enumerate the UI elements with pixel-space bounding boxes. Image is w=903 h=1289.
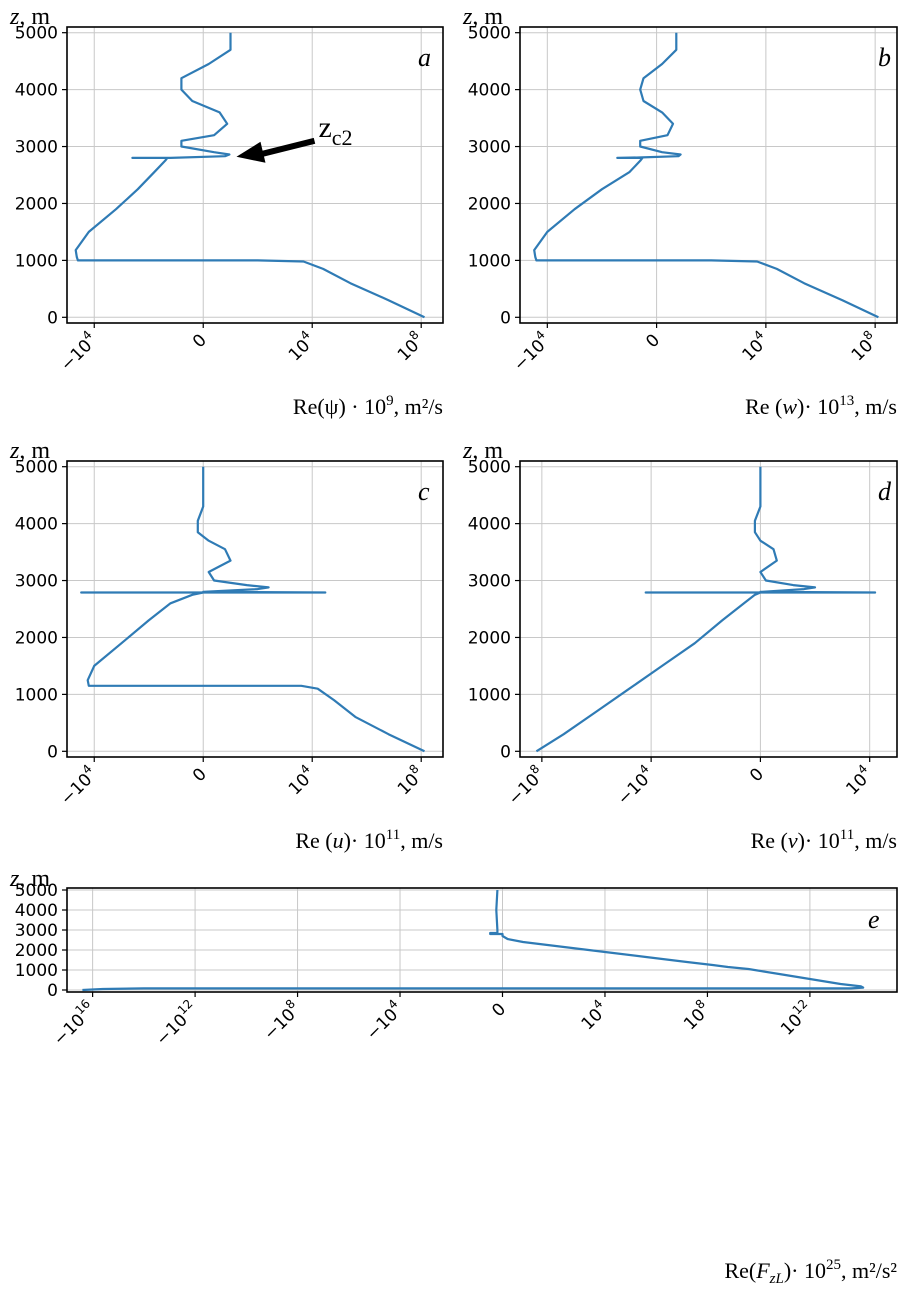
y-tick-label: 2000 (468, 628, 511, 648)
y-tick-label: 0 (500, 308, 511, 328)
y-tick-label: 3000 (15, 572, 58, 592)
x-axis-label: Re (w)· 1013, m/s (745, 393, 897, 419)
panel-letter: a (418, 43, 431, 72)
profile-line (74, 32, 425, 319)
annotation-arrow-head (236, 141, 266, 163)
annotation-label: zc2 (318, 111, 352, 150)
x-tick-label: 0 (189, 330, 211, 352)
y-tick-label: 1000 (468, 685, 511, 705)
y-tick-label: 3000 (468, 572, 511, 592)
panel-letter: d (878, 477, 892, 506)
panel-letter: c (418, 477, 430, 506)
x-tick-label: −104 (507, 328, 555, 376)
x-tick-label: −1012 (149, 997, 202, 1050)
x-tick-label: −104 (360, 997, 408, 1045)
panel-d: 0 1000 2000 3000 4000 5000 −108 −104 0 104 z, m Re … (462, 438, 898, 853)
y-axis-label: z, m (9, 866, 50, 892)
x-tick-label: −1016 (47, 997, 100, 1050)
y-tick-label: 5000 (468, 24, 511, 44)
x-tick-label: 104 (575, 997, 613, 1035)
x-tick-label: −108 (502, 762, 550, 810)
y-tick-label: 0 (500, 742, 511, 762)
y-tick-label: 1000 (15, 961, 58, 981)
y-tick-label: 1000 (15, 685, 58, 705)
axes-frame (66, 887, 898, 993)
axes-frame (519, 26, 898, 324)
profile-line (535, 466, 877, 753)
y-tick-label: 4000 (15, 81, 58, 101)
x-tick-label: 104 (840, 762, 878, 800)
x-tick-label: 0 (189, 764, 211, 786)
y-tick-label: 4000 (15, 901, 58, 921)
y-tick-label: 0 (47, 308, 58, 328)
y-tick-label: 5000 (15, 881, 58, 901)
x-tick-label: 104 (282, 328, 320, 366)
x-tick-label: −104 (611, 762, 659, 810)
y-axis-label: z, m (9, 4, 50, 30)
annotation-arrow-shaft (257, 137, 316, 158)
x-tick-label: −104 (54, 328, 102, 376)
x-tick-label: 0 (488, 999, 510, 1021)
x-tick-label: 108 (391, 762, 429, 800)
y-tick-label: 2000 (468, 194, 511, 214)
profile-line (533, 32, 879, 319)
axes-frame (66, 460, 444, 758)
x-tick-label: 108 (391, 328, 429, 366)
y-tick-label: 0 (47, 742, 58, 762)
panel-letter: b (878, 43, 891, 72)
x-tick-label: 0 (746, 764, 768, 786)
y-tick-label: 2000 (15, 628, 58, 648)
x-tick-label: −108 (257, 997, 305, 1045)
x-tick-label: 104 (282, 762, 320, 800)
y-tick-label: 4000 (468, 515, 511, 535)
axes-frame (519, 460, 898, 758)
x-tick-label: 104 (736, 328, 774, 366)
y-tick-label: 3000 (468, 138, 511, 158)
x-axis-label: Re (u)· 1011, m/s (295, 827, 443, 853)
y-axis-label: z, m (9, 438, 50, 464)
y-tick-label: 3000 (15, 138, 58, 158)
x-axis-label: Re(FzL)· 1025, m²/s² (724, 1257, 897, 1287)
y-axis-label: z, m (462, 4, 503, 30)
profile-line (82, 889, 865, 992)
y-tick-label: 4000 (15, 515, 58, 535)
x-axis-label: Re(ψ) · 109, m²/s (293, 393, 443, 419)
y-tick-label: 0 (47, 981, 58, 1001)
profile-line (80, 466, 425, 753)
y-tick-label: 5000 (15, 24, 58, 44)
y-tick-label: 2000 (15, 194, 58, 214)
y-tick-label: 1000 (15, 251, 58, 271)
x-tick-label: 0 (642, 330, 664, 352)
x-tick-label: −104 (54, 762, 102, 810)
y-tick-label: 4000 (468, 81, 511, 101)
y-axis-label: z, m (462, 438, 503, 464)
axes-frame (66, 26, 444, 324)
y-tick-label: 2000 (15, 941, 58, 961)
panel-letter: e (868, 905, 880, 934)
y-tick-label: 1000 (468, 251, 511, 271)
y-tick-label: 5000 (15, 458, 58, 478)
x-tick-label: 108 (845, 328, 883, 366)
x-tick-label: 1012 (774, 997, 817, 1040)
x-tick-label: 108 (677, 997, 715, 1035)
x-axis-label: Re (v)· 1011, m/s (751, 827, 897, 853)
y-tick-label: 5000 (468, 458, 511, 478)
y-tick-label: 3000 (15, 921, 58, 941)
